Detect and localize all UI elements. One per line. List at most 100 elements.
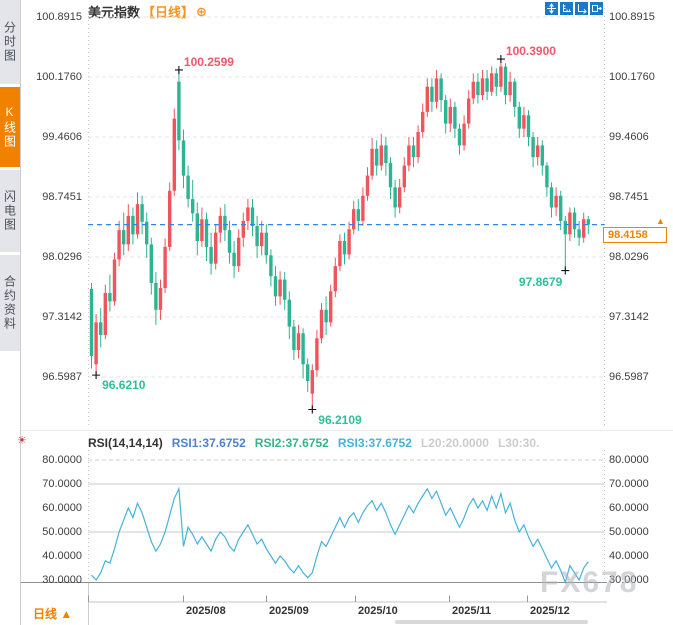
price-up-arrow-icon: ▲	[656, 215, 665, 226]
main-y-label: 97.3142	[609, 311, 649, 323]
rsi-y-label: 40.0000	[609, 550, 649, 562]
candle	[559, 190, 563, 231]
extreme-cross-marker	[308, 405, 317, 414]
candle	[149, 237, 153, 295]
candle	[480, 69, 485, 101]
rsi-header-part: RSI3:37.6752	[337, 436, 412, 450]
x-axis-label: 2025/09	[269, 605, 309, 617]
timeframe-selector[interactable]: 日线 ▲	[33, 607, 73, 621]
chart-title: 美元指数 【日线】 ⊕	[88, 2, 207, 21]
gridlines-layer	[21, 8, 673, 625]
candle	[154, 272, 158, 325]
candle	[572, 207, 577, 238]
candle	[375, 140, 379, 176]
rsi-header-part: RSI1:37.6752	[171, 436, 246, 450]
candle	[200, 207, 204, 247]
jump-to-latest-icon[interactable]	[590, 2, 603, 15]
main-plot-area[interactable]	[88, 8, 605, 427]
candle	[365, 167, 370, 201]
candle	[393, 179, 397, 218]
period-label[interactable]: 【日线】	[142, 2, 194, 21]
candle	[306, 358, 310, 392]
candle	[545, 162, 549, 197]
candle	[476, 73, 480, 104]
candle	[356, 199, 360, 231]
candle	[135, 192, 140, 239]
watermark: FX678	[540, 566, 639, 599]
x-axis-label: 2025/10	[358, 605, 398, 617]
indicator-settings-icon[interactable]: ☀	[17, 435, 27, 447]
candle	[283, 272, 287, 310]
candle	[186, 165, 190, 208]
candle	[457, 123, 462, 155]
sidebar-tab-3[interactable]: 闪电图	[0, 170, 20, 252]
sidebar-tab-1[interactable]: 分时图	[0, 0, 20, 84]
candle	[434, 69, 439, 109]
candle	[94, 313, 98, 376]
candle	[260, 220, 264, 256]
extreme-cross-marker	[496, 55, 505, 64]
candle	[421, 103, 425, 138]
candle	[370, 137, 374, 180]
candle	[273, 266, 278, 306]
candle	[168, 182, 172, 252]
candle	[490, 66, 494, 96]
crosshair-icon[interactable]	[545, 2, 558, 15]
rsi-y-label: 60.0000	[609, 502, 649, 514]
sidebar-tab-4[interactable]: 合约资料	[0, 255, 20, 351]
axis-scale-left-icon[interactable]	[560, 2, 573, 15]
candle	[388, 157, 393, 200]
add-indicator-icon[interactable]: ⊕	[196, 4, 207, 20]
main-y-label: 100.1760	[609, 71, 655, 83]
x-axis-label: 2025/08	[186, 605, 226, 617]
rsi-header: RSI(14,14,14) RSI1:37.6752 RSI2:37.6752 RSI…	[88, 436, 605, 450]
candle	[223, 204, 227, 242]
rsi-plot-area[interactable]	[88, 432, 605, 583]
candle	[444, 95, 448, 134]
candle	[430, 78, 434, 112]
main-y-label: 100.1760	[36, 71, 82, 83]
sidebar-tab-2[interactable]: K线图	[0, 87, 20, 167]
candle	[554, 187, 558, 216]
candle	[526, 110, 531, 147]
rsi-header-part: L20:20.0000	[420, 436, 489, 450]
sidebar: 分时图 K线图闪电图合约资料	[0, 0, 21, 625]
candle	[536, 137, 540, 166]
candle	[241, 212, 245, 247]
axis-scale-right-icon[interactable]	[575, 2, 588, 15]
rsi-header-part: L30:30.	[497, 436, 540, 450]
chart-toolbar	[545, 2, 603, 15]
candle	[250, 199, 255, 236]
candle	[398, 178, 402, 214]
candle	[531, 132, 535, 168]
candle	[99, 308, 103, 348]
extreme-cross-marker	[174, 65, 183, 74]
candle	[292, 319, 296, 361]
candle	[582, 212, 586, 243]
rsi-line-layer	[91, 486, 589, 585]
rsi-y-label: 80.0000	[42, 454, 82, 466]
candle	[296, 324, 301, 359]
candle	[517, 101, 521, 138]
candle	[324, 296, 328, 335]
candle	[522, 106, 526, 138]
candle	[471, 73, 475, 105]
candle	[586, 215, 590, 235]
candle	[227, 220, 232, 264]
scrollbar-thumb[interactable]	[395, 620, 588, 624]
rsi-y-label: 30.0000	[42, 574, 82, 586]
candle	[462, 115, 466, 151]
candle	[540, 140, 544, 176]
candle	[112, 252, 117, 306]
candle	[338, 234, 342, 272]
candle	[103, 284, 107, 340]
main-y-label: 98.0296	[609, 251, 649, 263]
price-annotation: 100.2599	[183, 54, 234, 69]
candle	[246, 199, 250, 231]
main-y-label: 98.7451	[42, 191, 82, 203]
candle	[425, 78, 429, 117]
rsi-header-part: RSI(14,14,14)	[88, 436, 163, 450]
candle	[315, 329, 319, 377]
symbol-name: 美元指数	[88, 2, 140, 21]
candle	[108, 274, 112, 312]
